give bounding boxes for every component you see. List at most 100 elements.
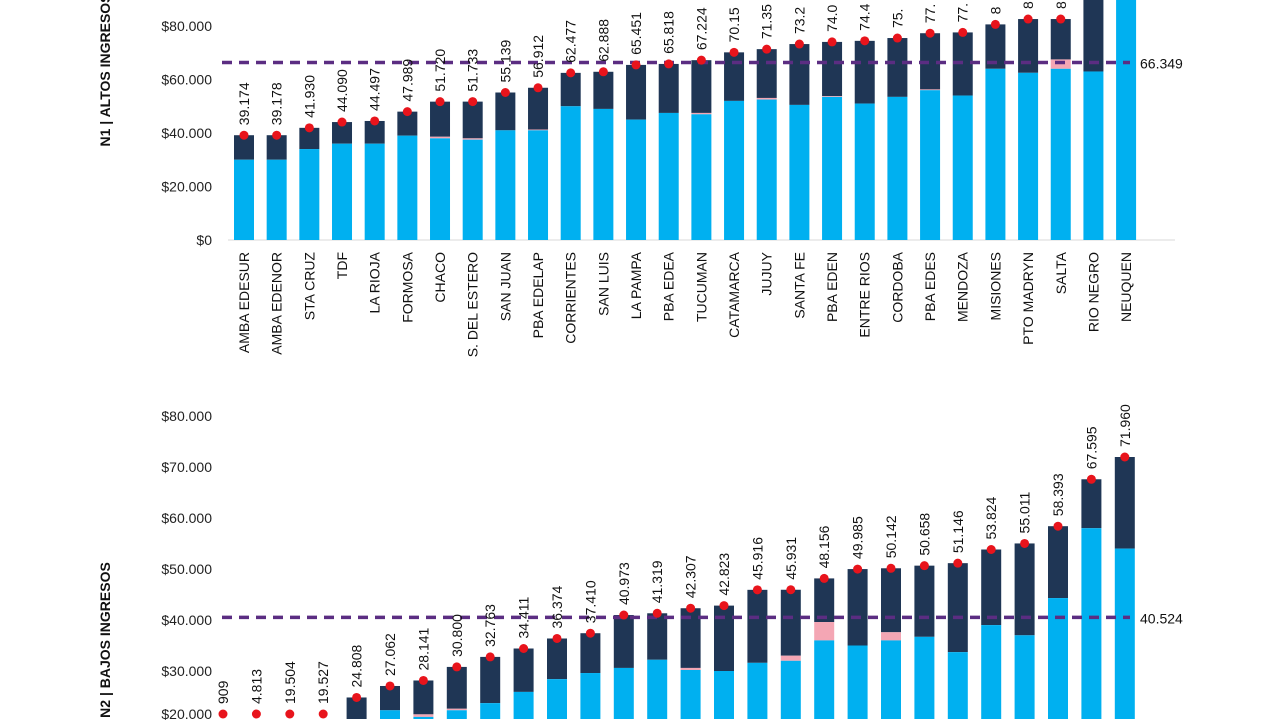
chart1-ytick: $20.000 (161, 179, 212, 195)
chart1-total-marker (1023, 14, 1033, 24)
chart2-total-marker (352, 692, 362, 702)
chart2-data-label: 27.062 (382, 633, 398, 676)
chart2-total-marker (719, 601, 729, 611)
chart2-ytick: $50.000 (161, 561, 212, 577)
chart1-category-label: ENTRE RIOS (857, 252, 873, 338)
chart1-category-label: JUJUY (759, 251, 775, 295)
chart2-bar-base-segment (1081, 528, 1102, 719)
chart1-total-marker (468, 97, 478, 107)
chart2-bar-top-segment (1081, 479, 1102, 529)
chart1-data-label: 44.090 (334, 69, 350, 112)
chart1-bar-top-segment (1018, 19, 1039, 73)
chart2-ytick: $30.000 (161, 663, 212, 679)
chart1-bar-base-segment (1018, 72, 1039, 240)
chart2-data-label: 40.973 (616, 562, 632, 605)
chart1-total-marker (892, 33, 902, 43)
chart1-bar-top-segment (756, 49, 777, 98)
chart1-data-label: 65.451 (628, 12, 644, 55)
chart1-bar-top-segment (920, 33, 941, 90)
chart2-total-marker (552, 633, 562, 643)
chart1-data-label: 41.930 (301, 75, 317, 118)
chart2-data-label: 32.763 (482, 604, 498, 647)
chart1-bar-base-segment (266, 159, 287, 240)
chart1-data-label: 65.818 (661, 11, 677, 54)
chart1-bar-base-segment (920, 90, 941, 240)
chart2-data-label: 36.374 (549, 585, 565, 628)
chart1-bar-base-segment (658, 112, 679, 240)
chart1-category-label: MISIONES (987, 252, 1003, 320)
chart1-category-label: PBA EDEA (661, 251, 677, 321)
chart1-category-label: PBA EDELAP (530, 252, 546, 338)
chart2-total-marker (786, 585, 796, 595)
chart2-bar-base-segment (1014, 635, 1035, 719)
chart1-bar-base-segment (1083, 71, 1104, 240)
chart1-data-label: 8 (987, 6, 1003, 14)
chart1-total-marker (1056, 14, 1066, 24)
chart1-category-label: SALTA (1053, 251, 1069, 294)
chart1: $0 $20.000 $40.000 $60.000 $80.000 AMBA EDESU… (161, 0, 1183, 357)
chart1-total-marker (500, 88, 510, 98)
chart1-bar-top-segment (822, 41, 843, 97)
chart1-data-label: 75. (889, 9, 905, 28)
chart1-ylabel: N1 | ALTOS INGRESOS (97, 0, 113, 147)
chart1-data-label: 51.733 (465, 49, 481, 92)
chart2-average-label: 40.524 (1140, 610, 1183, 626)
chart2-total-marker (819, 573, 829, 583)
chart2-bar-base-segment (480, 703, 501, 719)
chart2-total-marker (418, 675, 428, 685)
chart1-category-label: LA RIOJA (367, 251, 383, 313)
chart2-bar-base-segment (380, 710, 400, 719)
chart1-category-label: STA CRUZ (301, 252, 317, 321)
chart1-total-marker (664, 59, 674, 69)
chart1-total-marker (598, 67, 608, 77)
chart1-bar-top-segment (658, 63, 679, 113)
chart2-bar-base-segment (513, 691, 534, 719)
chart2-data-label: 48.156 (816, 525, 832, 568)
chart1-data-label: 73.2 (791, 7, 807, 34)
chart2-bar-base-segment (547, 679, 567, 719)
chart1-data-label: 44.497 (367, 68, 383, 111)
chart2-bar-top-segment (847, 569, 868, 646)
chart1-bar-middle-segment (920, 89, 941, 91)
chart1-bar-top-segment (724, 52, 745, 101)
chart2-bar-top-segment (981, 549, 1002, 626)
chart2-data-label: 42.823 (716, 553, 732, 596)
chart1-category-label: PBA EDES (922, 252, 938, 321)
chart1-bar-top-segment (593, 71, 614, 109)
chart2-bar-top-segment (1048, 526, 1068, 599)
chart1-bar-top-segment (1050, 19, 1071, 60)
chart2-bar-base-segment (747, 662, 768, 719)
chart1-bar-top-segment (397, 111, 418, 136)
chart2-ylabel: N2 | BAJOS INGRESOS (97, 562, 113, 718)
chart2-total-marker (953, 558, 963, 568)
chart2-data-label: 909 (215, 680, 231, 704)
chart1-data-label: 56.912 (530, 35, 546, 78)
chart1-category-label: AMBA EDENOR (269, 252, 285, 355)
chart2: $20.000 $30.000 $40.000 $50.000 $60.000 $70.0… (161, 404, 1183, 720)
chart2-bar-top-segment (380, 685, 400, 711)
chart2-total-marker (218, 709, 228, 719)
chart2-data-label: 50.142 (883, 515, 899, 558)
chart1-data-label: 39.178 (269, 82, 285, 125)
chart2-data-label: 34.411 (516, 597, 532, 639)
chart1-bar-base-segment (952, 95, 973, 240)
chart2-total-marker (251, 709, 261, 719)
chart2-bar-middle-segment (814, 622, 835, 641)
chart2-ytick: $80.000 (161, 408, 212, 424)
chart1-bar-top-segment (364, 120, 385, 144)
chart2-bar-middle-segment (780, 655, 801, 661)
chart2-data-label: 41.319 (649, 560, 665, 603)
chart2-total-marker (986, 544, 996, 554)
chart1-bar-top-segment (1083, 0, 1104, 72)
chart2-bar-top-segment (580, 633, 601, 674)
chart2-total-marker (285, 709, 295, 719)
chart1-ytick: $80.000 (161, 18, 212, 34)
chart1-ytick: $60.000 (161, 72, 212, 88)
chart1-total-marker (990, 19, 1000, 29)
chart2-data-label: 42.307 (683, 555, 699, 598)
chart2-data-label: 51.146 (950, 510, 966, 553)
chart2-data-label: 45.916 (749, 537, 765, 580)
chart1-category-label: SANTA FE (791, 252, 807, 319)
chart1-bar-base-segment (822, 96, 843, 240)
